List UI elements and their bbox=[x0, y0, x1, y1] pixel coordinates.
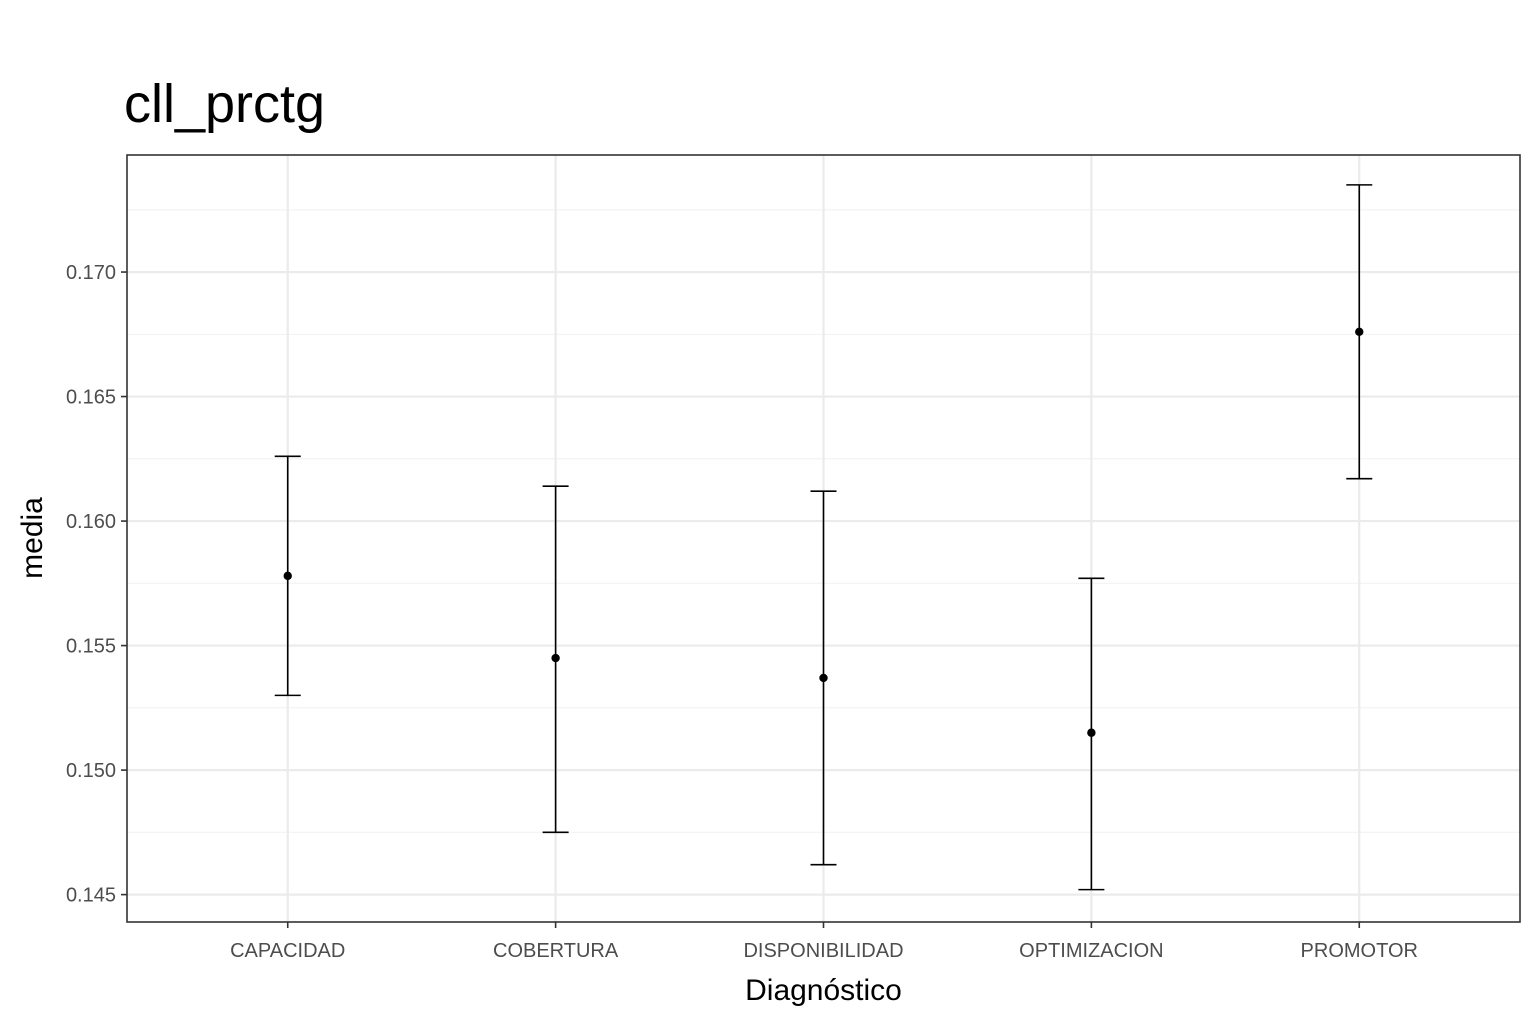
y-tick-label: 0.170 bbox=[66, 262, 116, 284]
y-tick-label: 0.155 bbox=[66, 636, 116, 658]
y-axis: 0.145 0.150 0.155 0.160 0.165 0.170 bbox=[66, 262, 127, 907]
mean-point bbox=[1087, 728, 1096, 737]
x-axis-title: Diagnóstico bbox=[745, 974, 902, 1007]
errorbar-cobertura bbox=[542, 485, 569, 834]
mean-point bbox=[819, 673, 828, 683]
data-marks bbox=[274, 184, 1373, 891]
errorbar-optimizacion bbox=[1078, 577, 1105, 891]
x-axis: CAPACIDAD COBERTURA DISPONIBILIDAD OPTIMIZA… bbox=[230, 922, 1418, 962]
mean-point bbox=[283, 571, 292, 581]
mean-point bbox=[1355, 327, 1364, 337]
errorbar-capacidad bbox=[274, 455, 301, 697]
y-axis-title: media bbox=[16, 497, 49, 579]
chart-title: cll_prctg bbox=[124, 74, 325, 134]
y-tick-label: 0.150 bbox=[66, 760, 116, 782]
y-tick-label: 0.145 bbox=[66, 885, 116, 907]
x-tick-label: COBERTURA bbox=[493, 940, 619, 962]
y-tick-label: 0.160 bbox=[66, 511, 116, 533]
errorbar-promotor bbox=[1346, 184, 1373, 480]
y-tick-label: 0.165 bbox=[66, 387, 116, 409]
x-tick-label: OPTIMIZACION bbox=[1019, 940, 1163, 962]
x-tick-label: CAPACIDAD bbox=[230, 940, 345, 962]
x-tick-label: PROMOTOR bbox=[1301, 940, 1418, 962]
errorbar-disponibilidad bbox=[810, 490, 837, 866]
x-tick-label: DISPONIBILIDAD bbox=[743, 940, 903, 962]
mean-point bbox=[551, 653, 560, 663]
